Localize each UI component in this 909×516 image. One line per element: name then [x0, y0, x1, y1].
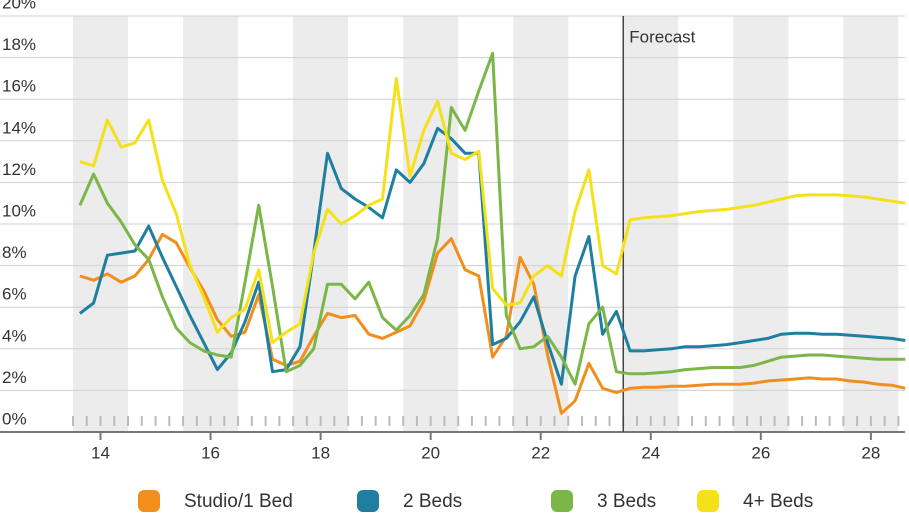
series-line — [78, 51, 906, 386]
x-tick-label: 24 — [641, 443, 660, 462]
forecast-label: Forecast — [629, 27, 695, 46]
x-tick-label: 16 — [201, 443, 220, 462]
y-tick-label: 2% — [2, 368, 27, 387]
y-tick-label: 6% — [2, 285, 27, 304]
legend-label: Studio/1 Bed — [184, 491, 293, 512]
y-tick-label: 20% — [2, 0, 36, 12]
x-tick-label: 22 — [531, 443, 550, 462]
x-tick-label: 28 — [861, 443, 880, 462]
x-tick-label: 26 — [751, 443, 770, 462]
x-tick-label: 18 — [311, 443, 330, 462]
legend-swatch — [138, 490, 160, 512]
y-tick-label: 10% — [2, 201, 36, 220]
legend-label: 2 Beds — [403, 491, 462, 512]
x-tick-label: 20 — [421, 443, 440, 462]
y-tick-label: 8% — [2, 243, 27, 262]
legend-swatch — [697, 490, 719, 512]
legend-label: 3 Beds — [597, 491, 656, 512]
y-tick-label: 16% — [2, 77, 36, 96]
y-tick-label: 4% — [2, 326, 27, 345]
series-line — [78, 126, 906, 386]
legend-swatch — [551, 490, 573, 512]
x-tick-label: 14 — [91, 443, 110, 462]
y-tick-label: 14% — [2, 118, 36, 137]
series-line — [79, 232, 906, 415]
series-line — [79, 76, 906, 345]
y-tick-label: 18% — [2, 35, 36, 54]
y-tick-label: 0% — [2, 409, 27, 428]
legend-label: 4+ Beds — [743, 491, 813, 512]
legend-swatch — [357, 490, 379, 512]
y-tick-label: 12% — [2, 160, 36, 179]
